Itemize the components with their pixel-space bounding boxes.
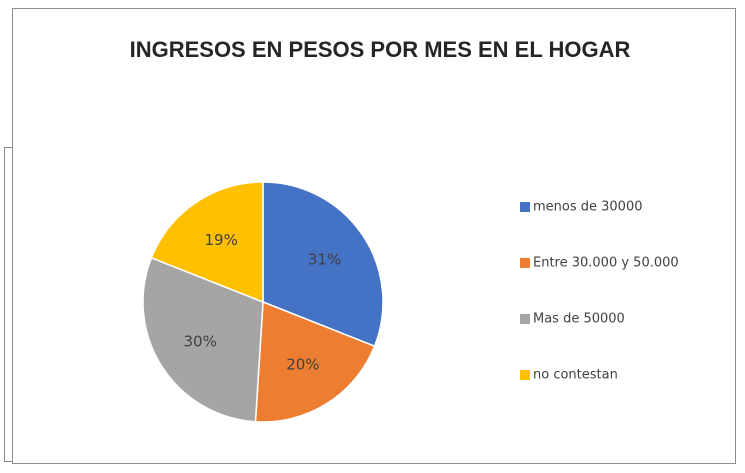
data-label: 31% — [308, 251, 341, 269]
pie-slice — [262, 181, 384, 348]
chart-title: INGRESOS EN PESOS POR MES EN EL HOGAR — [129, 37, 631, 62]
data-label: 20% — [286, 355, 319, 373]
background-chart-edge — [4, 147, 14, 462]
data-label: 19% — [205, 231, 238, 249]
pie-slice — [150, 181, 264, 304]
legend-label: no contestan — [533, 368, 618, 383]
pie-slice — [254, 300, 376, 423]
legend-swatch — [520, 202, 530, 212]
pie-slice — [142, 256, 264, 423]
chart-frame — [12, 8, 736, 464]
legend-swatch — [520, 314, 530, 324]
legend-swatch — [520, 370, 530, 380]
legend-swatch — [520, 258, 530, 268]
legend-label: menos de 30000 — [533, 200, 643, 215]
legend-label: Entre 30.000 y 50.000 — [533, 256, 679, 271]
data-label: 30% — [184, 332, 217, 350]
legend-label: Mas de 50000 — [533, 312, 625, 327]
